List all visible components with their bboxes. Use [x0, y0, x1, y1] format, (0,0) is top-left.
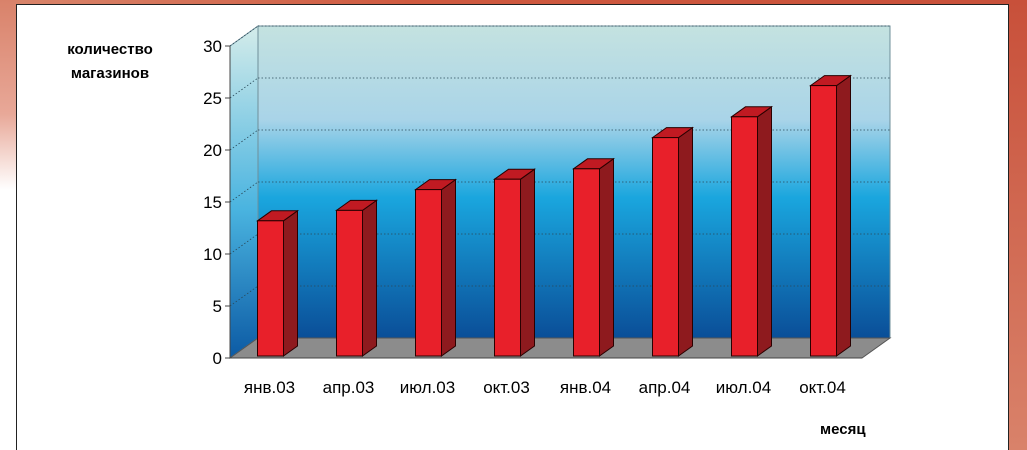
bar-front — [731, 116, 758, 357]
bar-front — [336, 209, 363, 357]
gridline-side — [229, 77, 259, 99]
right-accent-bar — [1009, 0, 1027, 450]
bar — [255, 209, 300, 357]
bar-front — [810, 85, 837, 357]
x-tick-label: янв.03 — [244, 378, 295, 397]
floor — [228, 337, 892, 359]
x-tick-label: июл.04 — [716, 378, 771, 397]
bar — [492, 168, 537, 357]
bar-front — [494, 178, 521, 357]
x-tick-label: апр.03 — [323, 378, 375, 397]
bar — [334, 199, 379, 357]
bar — [650, 126, 695, 357]
bar-front — [652, 137, 679, 357]
bar-front — [415, 189, 442, 357]
gridline-side — [229, 25, 259, 47]
chart-walls — [228, 25, 892, 359]
gridline-side — [229, 233, 259, 255]
gridline-side — [229, 181, 259, 203]
x-axis-label: месяц — [820, 421, 866, 438]
side-wall — [229, 25, 259, 359]
x-tick-label: янв.04 — [560, 378, 611, 397]
bar-side — [757, 105, 772, 357]
y-tick-label: 15 — [203, 193, 222, 212]
top-accent-bar — [0, 0, 1027, 5]
y-tick-label: 30 — [203, 37, 222, 56]
bar-side — [678, 126, 693, 357]
left-accent-bar — [0, 0, 16, 190]
bar — [808, 74, 853, 357]
bar-side — [836, 74, 851, 357]
bars — [255, 74, 853, 357]
gridline-side — [229, 285, 259, 307]
y-tick-label: 20 — [203, 141, 222, 160]
bar — [729, 105, 774, 357]
y-tick-label: 10 — [203, 245, 222, 264]
gridline-side — [229, 129, 259, 151]
bar-side — [283, 209, 298, 357]
bar-front — [257, 220, 284, 357]
x-tick-label: окт.03 — [483, 378, 530, 397]
bar-side — [520, 168, 535, 357]
x-ticks: янв.03 апр.03 июл.03 окт.03 янв.04 апр.04 июл.… — [244, 378, 846, 397]
y-axis-label: количество магазинов — [67, 41, 153, 82]
bar — [571, 157, 616, 357]
x-tick-label: апр.04 — [639, 378, 691, 397]
y-tick-label: 5 — [213, 297, 222, 316]
y-tick-label: 0 — [213, 349, 222, 368]
x-tick-label: окт.04 — [799, 378, 846, 397]
x-tick-label: июл.03 — [400, 378, 455, 397]
y-tick-label: 25 — [203, 89, 222, 108]
bar-side — [441, 178, 456, 357]
y-ticks: 0 5 10 15 20 25 30 — [203, 37, 230, 368]
bar — [413, 178, 458, 357]
bar-front — [573, 168, 600, 357]
bar-side — [362, 199, 377, 357]
bar-side — [599, 157, 614, 357]
